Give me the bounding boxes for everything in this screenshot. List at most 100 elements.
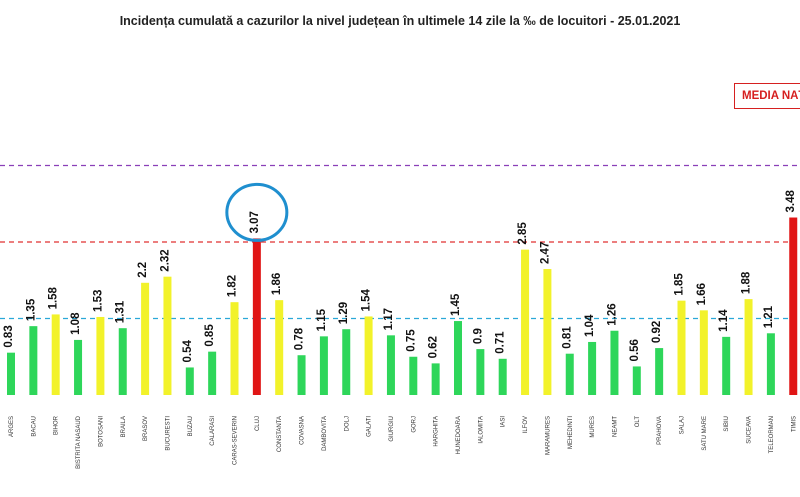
category-label: BACAU xyxy=(31,416,37,437)
bar xyxy=(543,269,552,395)
bar xyxy=(766,333,775,395)
value-label: 2.47 xyxy=(539,242,551,264)
category-label: CARAS-SEVERIN xyxy=(233,416,239,465)
value-label: 1.58 xyxy=(48,286,60,309)
category-label: BUCURESTI xyxy=(165,416,171,451)
bar xyxy=(386,335,395,395)
category-label: CONSTANTA xyxy=(277,416,283,452)
category-label: NEAMT xyxy=(612,416,618,437)
value-label: 1.14 xyxy=(718,309,730,332)
category-label: DAMBOVITA xyxy=(322,416,328,451)
category-label: BUZAU xyxy=(188,416,194,436)
value-label: 1.15 xyxy=(316,308,328,331)
value-label: 1.88 xyxy=(741,271,753,294)
category-label: SATU MARE xyxy=(702,416,708,451)
bar xyxy=(74,339,83,395)
value-label: 1.08 xyxy=(70,312,82,335)
bar xyxy=(7,352,15,395)
value-label: 1.26 xyxy=(606,303,618,325)
bar xyxy=(677,300,686,395)
value-label: 1.31 xyxy=(115,300,127,323)
bar xyxy=(454,321,462,395)
category-label: DOLJ xyxy=(344,416,350,431)
category-label: GORJ xyxy=(411,416,417,433)
bar xyxy=(588,341,597,395)
value-label: 1.66 xyxy=(696,283,708,305)
bar xyxy=(51,314,60,395)
category-label: TIMIS xyxy=(791,416,797,432)
value-label: 1.82 xyxy=(227,275,239,297)
category-label: CLUJ xyxy=(255,416,261,431)
bar xyxy=(498,358,507,395)
category-label: COVASNA xyxy=(300,416,306,445)
bar xyxy=(699,310,708,395)
value-label: 0.9 xyxy=(472,328,484,344)
category-label: BRASOV xyxy=(143,416,149,441)
value-label: 2.2 xyxy=(137,262,149,278)
value-label: 1.04 xyxy=(584,314,596,337)
category-label: GALATI xyxy=(367,416,373,437)
category-label: MARAMURES xyxy=(545,416,551,455)
category-label: PRAHOVA xyxy=(657,416,663,445)
category-label: BIHOR xyxy=(54,415,60,435)
bar xyxy=(297,355,306,395)
category-label: MEHEDINTI xyxy=(568,416,574,449)
value-label: 0.62 xyxy=(428,336,440,358)
bar xyxy=(96,316,105,395)
bar xyxy=(230,302,239,395)
value-label: 3.07 xyxy=(249,211,261,233)
value-label: 0.56 xyxy=(629,339,641,361)
bar xyxy=(655,348,664,395)
bar xyxy=(409,356,418,395)
bar xyxy=(141,282,150,395)
value-label: 1.45 xyxy=(450,293,462,316)
value-label: 2.85 xyxy=(517,222,529,245)
legend-label: MEDIA NAȚ xyxy=(742,90,800,102)
value-label: 0.92 xyxy=(651,321,663,343)
bar xyxy=(185,367,194,395)
value-label: 0.75 xyxy=(405,329,417,352)
value-label: 0.85 xyxy=(204,324,216,347)
value-label: 1.29 xyxy=(338,302,350,324)
category-label: SIBIU xyxy=(724,416,730,432)
value-label: 2.32 xyxy=(159,249,171,271)
bar xyxy=(364,316,373,395)
bar xyxy=(521,249,530,395)
value-label: 1.17 xyxy=(383,308,395,330)
category-label: IASI xyxy=(501,416,507,428)
chart-title: Incidența cumulată a cazurilor la nivel … xyxy=(119,14,681,28)
category-label: BOTOSANI xyxy=(98,416,104,447)
category-label: IALOMITA xyxy=(478,416,484,444)
category-label: OLT xyxy=(635,416,641,428)
bar xyxy=(163,276,172,395)
bar xyxy=(275,300,284,395)
category-label: HARGHITA xyxy=(434,416,440,447)
value-label: 0.81 xyxy=(562,326,574,349)
category-label: BISTRITA NASAUD xyxy=(76,415,82,469)
bar xyxy=(789,217,798,395)
value-label: 1.53 xyxy=(92,290,104,312)
bar xyxy=(431,363,440,395)
category-label: SALAJ xyxy=(680,416,686,434)
bar xyxy=(208,351,217,395)
bar xyxy=(252,238,261,395)
value-label: 0.54 xyxy=(182,339,194,362)
bar xyxy=(565,353,574,395)
category-label: BRAILA xyxy=(121,416,127,437)
bar xyxy=(342,329,351,395)
category-label: MURES xyxy=(590,416,596,438)
category-label: ILFOV xyxy=(523,416,529,433)
bar xyxy=(632,366,641,395)
category-label: HUNEDOARA xyxy=(456,416,462,454)
value-label: 0.83 xyxy=(3,325,15,347)
legend-box: MEDIA NAȚ xyxy=(734,83,800,109)
bar xyxy=(118,328,127,395)
category-label: TELEORMAN xyxy=(769,416,775,453)
value-label: 1.54 xyxy=(361,288,373,311)
value-label: 1.21 xyxy=(763,305,775,328)
bar xyxy=(744,299,753,395)
value-label: 1.35 xyxy=(25,298,37,321)
value-label: 0.78 xyxy=(294,327,306,350)
